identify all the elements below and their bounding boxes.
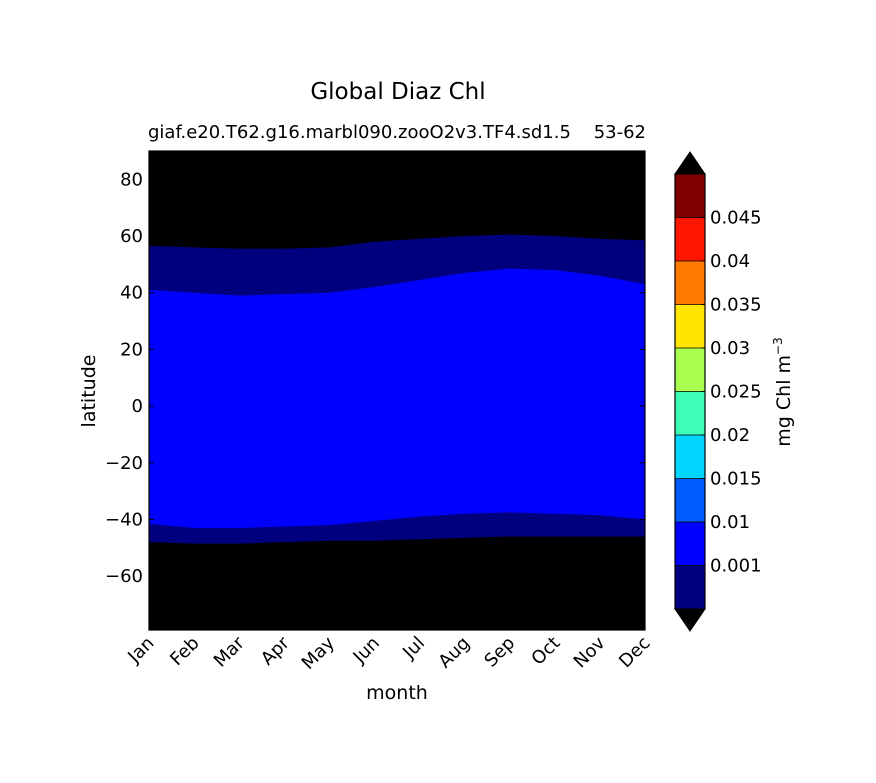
- colorbar-tick-label: 0.025: [710, 382, 762, 403]
- colorbar-tick-label: 0.01: [710, 512, 750, 533]
- chart-subtitle-left: giaf.e20.T62.g16.marbl090.zooO2v3.TF4.sd…: [148, 122, 571, 143]
- x-tick-label: May: [298, 632, 339, 673]
- chart-title: Global Diaz Chl: [310, 79, 485, 105]
- y-tick-label: −40: [105, 509, 143, 530]
- colorbar-segment: [675, 174, 705, 218]
- colorbar-segment: [675, 391, 705, 435]
- colorbar-extend-top: [674, 151, 706, 175]
- colorbar-segment: [675, 565, 705, 609]
- y-tick-label: −20: [105, 453, 143, 474]
- x-axis-label: month: [366, 682, 428, 704]
- colorbar-tick-label: 0.045: [710, 208, 762, 229]
- y-tick-label: 60: [120, 226, 143, 247]
- colorbar-tick-label: 0.035: [710, 295, 762, 316]
- colorbar-segment: [675, 304, 705, 348]
- x-tick-label: Dec: [615, 633, 654, 672]
- colorbar-segment: [675, 348, 705, 392]
- plot-frame: [148, 150, 646, 631]
- colorbar-label-unit: mg Chl m: [773, 355, 795, 447]
- y-axis: 80 60 40 20 0 −20 −40 −60: [105, 169, 645, 587]
- y-axis-label: latitude: [78, 355, 100, 428]
- plot-area: [148, 150, 646, 631]
- colorbar-segment: [675, 435, 705, 479]
- x-tick-label: Jun: [349, 633, 384, 668]
- colorbar-segment: [675, 522, 705, 566]
- colorbar-label: mg Chl m−3: [771, 337, 795, 446]
- colorbar-tick-label: 0.001: [710, 556, 762, 577]
- x-tick-label: Jan: [123, 633, 158, 668]
- colorbar-segment: [675, 217, 705, 261]
- chart-subtitle-right: 53-62: [594, 122, 646, 143]
- colorbar-tick-label: 0.02: [710, 425, 750, 446]
- x-tick-label: Jul: [398, 633, 429, 664]
- y-tick-label: 20: [120, 339, 143, 360]
- colorbar-tick-label: 0.03: [710, 338, 750, 359]
- colorbar-tick-label: 0.015: [710, 469, 762, 490]
- colorbar-tick-label: 0.04: [710, 251, 750, 272]
- colorbar: 0.001 0.01 0.015 0.02 0.025 0.03 0.035 0.04 0.04…: [674, 151, 762, 632]
- x-tick-label: Nov: [570, 632, 610, 672]
- y-tick-label: 0: [132, 396, 143, 417]
- colorbar-label-exponent: −3: [771, 337, 785, 355]
- y-tick-label: 40: [120, 283, 143, 304]
- x-tick-label: Mar: [210, 632, 249, 671]
- contour-band-1: [149, 268, 645, 528]
- x-tick-label: Sep: [480, 633, 519, 672]
- x-tick-label: Oct: [527, 633, 564, 670]
- x-tick-label: Feb: [166, 633, 203, 670]
- x-tick-label: Apr: [257, 632, 294, 669]
- y-tick-label: 80: [120, 169, 143, 190]
- colorbar-segment: [675, 261, 705, 305]
- colorbar-segment: [675, 478, 705, 522]
- y-tick-label: −60: [105, 566, 143, 587]
- colorbar-extend-bottom: [674, 608, 706, 632]
- x-tick-label: Aug: [434, 633, 474, 673]
